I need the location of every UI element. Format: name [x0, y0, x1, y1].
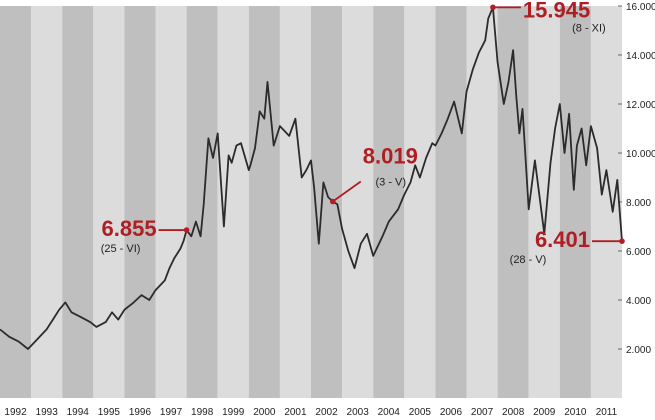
x-tick-label: 2001 [284, 407, 307, 418]
y-tick-label: 4.000 [626, 296, 651, 307]
annotation-dot [619, 238, 625, 244]
annotation-date: (8 - XI) [572, 22, 606, 34]
annotation-dot [329, 198, 336, 205]
x-tick-label: 2011 [596, 407, 618, 418]
year-band-2011 [590, 6, 622, 398]
year-band-1995 [93, 6, 125, 398]
x-tick-label: 1998 [191, 407, 214, 418]
annotation-value: 6.855 [102, 216, 157, 241]
annotation-value: 15.945 [523, 0, 590, 22]
year-band-2010 [559, 6, 591, 398]
x-tick-label: 1999 [222, 407, 245, 418]
year-band-2004 [373, 6, 405, 398]
year-band-2001 [279, 6, 311, 398]
x-tick-label: 2004 [378, 407, 401, 418]
x-tick-label: 2005 [409, 407, 432, 418]
annotation-leader [332, 180, 362, 203]
x-tick-label: 2009 [533, 407, 556, 418]
annotation-dot [490, 4, 496, 11]
x-tick-label: 2010 [564, 407, 587, 418]
x-axis-ticks: 1992 1993 1994 1995 1996 1997 1998 1999 2000 2001… [4, 407, 617, 418]
year-band-2008 [497, 6, 529, 398]
annotations: 6.855 (25 - VI) 8.019 (3 - V) 15.945(8 - XI)… [101, 0, 625, 266]
x-tick-label: 1995 [98, 407, 121, 418]
year-band-2006 [435, 6, 467, 398]
y-axis-ticks: 2.000 4.000 6.000 8.000 10.000 12.000 14.000 16… [618, 2, 655, 356]
year-band-2000 [248, 6, 280, 398]
y-tick-label: 6.000 [626, 247, 651, 258]
x-tick-label: 2006 [440, 407, 463, 418]
y-tick-label: 12.000 [626, 100, 655, 111]
index-series-line [0, 6, 623, 350]
y-tick-label: 14.000 [626, 51, 655, 62]
y-tick-label: 16.000 [626, 2, 655, 13]
year-band-2009 [528, 6, 560, 398]
x-tick-label: 1994 [67, 407, 90, 418]
x-tick-label: 1996 [129, 407, 152, 418]
year-band-2007 [466, 6, 498, 398]
year-bands [0, 6, 622, 398]
x-tick-label: 1993 [36, 407, 59, 418]
annotation-value: 6.401 [535, 227, 590, 252]
year-band-2003 [342, 6, 374, 398]
x-tick-label: 1992 [4, 407, 27, 418]
year-band-1998 [186, 6, 218, 398]
annotation-date: (28 - V) [510, 254, 547, 266]
year-band-1996 [124, 6, 156, 398]
annotation-date: (3 - V) [375, 177, 406, 189]
year-band-1994 [62, 6, 94, 398]
y-tick-label: 10.000 [626, 149, 655, 160]
year-band-1997 [155, 6, 187, 398]
annotation-date: (25 - VI) [101, 243, 141, 255]
year-band-2005 [404, 6, 436, 398]
year-band-1993 [31, 6, 63, 398]
y-tick-label: 2.000 [626, 345, 651, 356]
x-tick-label: 2007 [471, 407, 494, 418]
x-tick-label: 1997 [160, 407, 183, 418]
x-tick-label: 2003 [347, 407, 370, 418]
x-tick-label: 2002 [315, 407, 338, 418]
x-tick-label: 2008 [502, 407, 525, 418]
y-tick-label: 8.000 [626, 198, 651, 209]
annotation-dot [183, 227, 190, 233]
annotation-value: 8.019 [363, 144, 418, 169]
x-tick-label: 2000 [253, 407, 276, 418]
